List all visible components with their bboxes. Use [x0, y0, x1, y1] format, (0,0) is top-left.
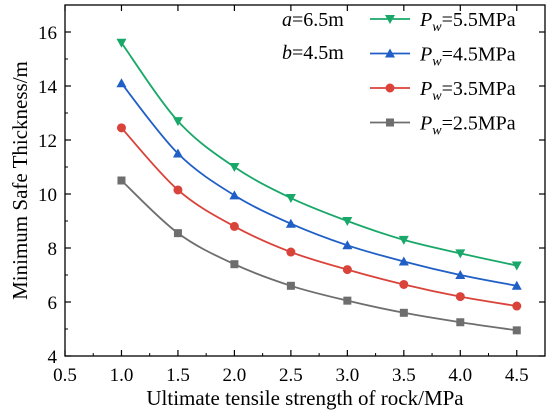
series-pw3.5mpa — [116, 123, 522, 311]
x-tick-label: 2.5 — [279, 365, 303, 386]
legend-value: =5.5MPa — [442, 9, 516, 31]
annotation-value: =6.5m — [292, 9, 344, 31]
data-point — [511, 280, 522, 290]
data-point — [455, 249, 466, 259]
annotation-value: =4.5m — [292, 42, 344, 64]
data-point — [342, 217, 353, 226]
legend-var: P — [419, 44, 432, 66]
x-tick-label: 4.0 — [448, 365, 472, 386]
y-tick-label: 6 — [48, 293, 58, 314]
legend-label: Pw=5.5MPa — [419, 9, 516, 35]
plot-area — [64, 4, 546, 357]
data-point — [455, 292, 465, 302]
x-tick-label: 3.0 — [335, 365, 359, 386]
legend-value: =4.5MPa — [442, 44, 516, 66]
legend-var: P — [419, 78, 432, 100]
annotation-var: a — [282, 9, 292, 31]
data-point — [398, 256, 409, 266]
legend-item: Pw=3.5MPa — [370, 78, 516, 104]
legend-subscript: w — [432, 89, 442, 104]
series-layer — [116, 38, 522, 335]
legend-var: P — [419, 113, 432, 135]
data-point — [173, 185, 183, 195]
x-tick-label: 1.0 — [110, 365, 134, 386]
data-point — [285, 194, 296, 204]
data-point — [173, 229, 182, 238]
data-point — [385, 15, 395, 24]
y-tick-label: 16 — [38, 23, 57, 44]
legend-value: =2.5MPa — [442, 113, 516, 135]
axes: 0.5 1.0 1.5 2.0 2.5 3.0 3.5 4.0 4.5 4 6 8 10 12 14 16 — [38, 5, 545, 386]
series-pw2.5mpa — [117, 176, 521, 335]
data-point — [385, 48, 395, 58]
data-point — [399, 279, 409, 289]
data-point — [230, 260, 239, 269]
data-point — [116, 78, 127, 88]
y-axis-label: Minimum Safe Thickness/m — [8, 61, 32, 300]
data-point — [286, 247, 296, 257]
x-tick-label: 4.5 — [505, 365, 529, 386]
annotation-a: a=6.5m — [282, 9, 344, 31]
data-point — [398, 235, 409, 245]
data-point — [116, 38, 127, 48]
x-tick-label: 1.5 — [166, 365, 190, 386]
data-point — [117, 176, 126, 185]
data-point — [342, 240, 353, 250]
series-pw4.5mpa — [116, 78, 522, 290]
plot-frame — [64, 4, 546, 357]
parameter-annotations: a=6.5mb=4.5m — [282, 9, 344, 64]
legend-item: Pw=2.5MPa — [370, 113, 516, 139]
y-tick-label: 14 — [38, 77, 58, 98]
x-tick-label: 3.5 — [392, 365, 416, 386]
data-point — [172, 117, 183, 127]
series-line — [120, 179, 517, 332]
legend-item: Pw=4.5MPa — [370, 44, 516, 70]
data-point — [455, 270, 466, 279]
x-axis-label: Ultimate tensile strength of rock/MPa — [146, 386, 464, 410]
y-tick-label: 8 — [48, 239, 58, 260]
legend-label: Pw=2.5MPa — [419, 113, 516, 139]
legend-label: Pw=3.5MPa — [419, 78, 516, 104]
y-tick-label: 10 — [38, 185, 57, 206]
annotation-b: b=4.5m — [282, 42, 344, 64]
x-tick-label: 2.0 — [223, 365, 247, 386]
data-point — [116, 123, 126, 133]
legend-subscript: w — [432, 55, 442, 70]
legend-label: Pw=4.5MPa — [419, 44, 516, 70]
legend-subscript: w — [432, 20, 442, 35]
annotation-var: b — [282, 42, 292, 64]
data-point — [229, 190, 240, 200]
data-point — [286, 281, 295, 290]
legend-subscript: w — [432, 124, 442, 139]
data-point — [512, 326, 521, 335]
y-tick-label: 4 — [48, 347, 58, 368]
legend-var: P — [419, 9, 432, 31]
data-point — [229, 221, 239, 231]
data-point — [229, 163, 240, 172]
legend-value: =3.5MPa — [442, 78, 516, 100]
data-point — [399, 308, 408, 317]
x-tick-label: 0.5 — [53, 365, 77, 386]
legend-item: Pw=5.5MPa — [370, 9, 516, 35]
data-point — [385, 83, 395, 93]
data-point — [456, 318, 465, 327]
data-point — [172, 148, 183, 158]
data-point — [511, 261, 522, 271]
series-pw5.5mpa — [116, 38, 522, 271]
data-point — [285, 218, 296, 228]
data-point — [512, 301, 522, 311]
data-point — [342, 265, 352, 275]
data-point — [343, 296, 352, 305]
y-tick-label: 12 — [38, 131, 57, 152]
data-point — [386, 118, 394, 127]
